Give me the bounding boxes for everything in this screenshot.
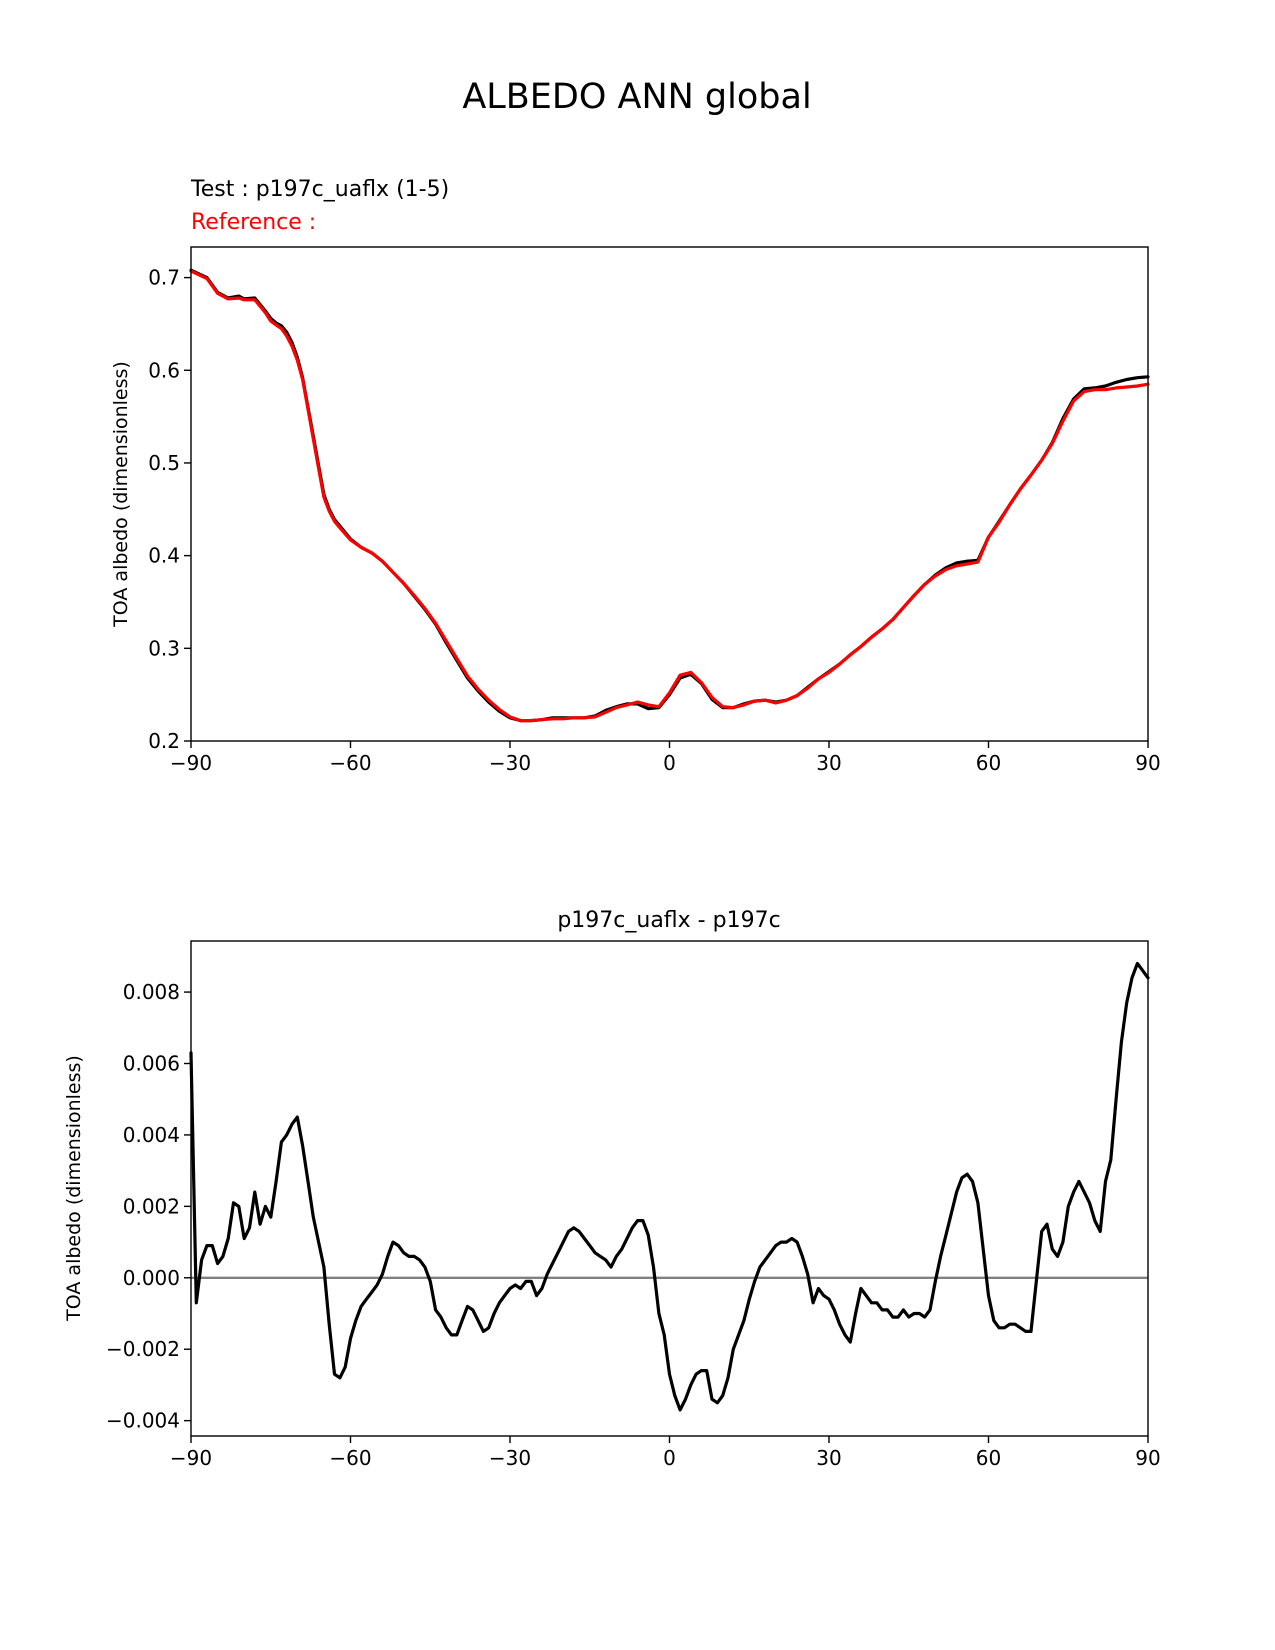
y-tick-label: 0.006 (123, 1052, 180, 1076)
y-tick-label: 0.004 (123, 1123, 180, 1147)
y-tick-label: 0.000 (123, 1266, 180, 1290)
y-tick-label: 0.3 (148, 636, 180, 660)
bottom-series-group (189, 961, 1150, 1412)
y-tick-label: 0.5 (148, 451, 180, 475)
y-tick-label: 0.4 (148, 544, 180, 568)
top-plot-frame (190, 246, 1149, 742)
bottom-panel: p197c_uaflx - p197c −90 −60 −30 0 30 60 90 −0.… (63, 908, 1161, 1470)
x-tick-label: −90 (170, 751, 212, 775)
top-y-axis-label: TOA albedo (dimensionless) (110, 361, 132, 628)
bottom-y-axis-label: TOA albedo (dimensionless) (63, 1055, 85, 1322)
x-tick-label: 30 (816, 1446, 841, 1470)
top-panel: Test : p197c_uaflx (1-5) Reference : −90… (110, 177, 1161, 775)
x-tick-label: −30 (489, 751, 531, 775)
bottom-y-axis: −0.004 −0.002 0.000 0.002 0.004 0.006 0.008 (106, 980, 191, 1433)
x-tick-label: 30 (816, 751, 841, 775)
y-tick-label: −0.002 (106, 1337, 180, 1361)
bottom-chart-title: p197c_uaflx - p197c (557, 908, 780, 933)
series-difference-line (189, 961, 1150, 1412)
y-tick-label: 0.7 (148, 266, 180, 290)
x-tick-label: 60 (976, 1446, 1001, 1470)
y-tick-label: −0.004 (106, 1409, 180, 1433)
x-tick-label: −60 (329, 1446, 371, 1470)
x-tick-label: −30 (489, 1446, 531, 1470)
series-test-line (189, 268, 1150, 723)
x-tick-label: 90 (1135, 1446, 1160, 1470)
x-tick-label: 60 (976, 751, 1001, 775)
x-tick-label: 0 (663, 1446, 676, 1470)
x-tick-label: 90 (1135, 751, 1160, 775)
y-tick-label: 0.002 (123, 1194, 180, 1218)
y-tick-label: 0.008 (123, 980, 180, 1004)
top-y-axis: 0.2 0.3 0.4 0.5 0.6 0.7 (148, 266, 191, 753)
x-tick-label: 0 (663, 751, 676, 775)
x-tick-label: −60 (329, 751, 371, 775)
figure-title: ALBEDO ANN global (462, 77, 811, 117)
top-series-group (189, 268, 1150, 723)
x-tick-label: −90 (170, 1446, 212, 1470)
y-tick-label: 0.2 (148, 729, 180, 753)
top-x-axis: −90 −60 −30 0 30 60 90 (170, 741, 1161, 775)
series-reference-line (189, 269, 1150, 723)
y-tick-label: 0.6 (148, 358, 180, 382)
test-label: Test : p197c_uaflx (1-5) (190, 177, 449, 202)
reference-label: Reference : (191, 210, 316, 235)
bottom-x-axis: −90 −60 −30 0 30 60 90 (170, 1436, 1161, 1470)
